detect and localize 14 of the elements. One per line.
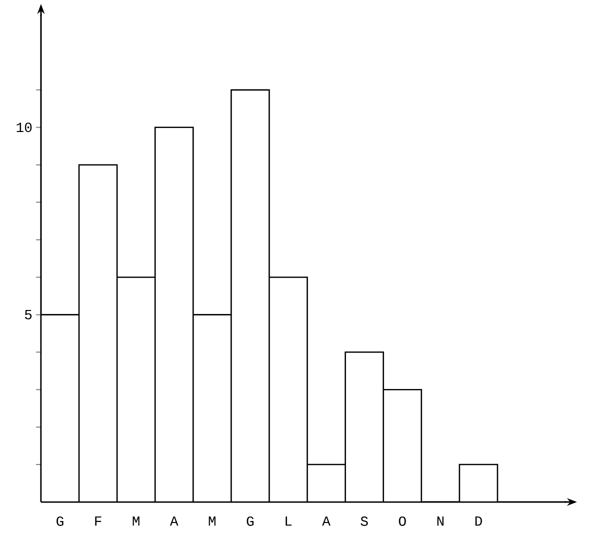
x-tick-label: M (208, 516, 216, 526)
x-tick-label: A (322, 516, 330, 526)
x-tick-label: D (475, 516, 482, 526)
x-tick-label: L (286, 516, 292, 526)
x-tick-label: A (170, 516, 178, 526)
y-tick-label: 5 (24, 310, 32, 320)
x-tick-label: F (95, 516, 102, 526)
x-tick-label: G (246, 516, 254, 526)
y-tick-label: 10 (16, 122, 32, 132)
x-tick-label: G (56, 516, 64, 526)
x-tick-label: N (437, 516, 444, 526)
x-tick-label: O (398, 516, 406, 526)
x-tick-label: M (132, 516, 140, 526)
x-tick-label: S (360, 516, 368, 526)
